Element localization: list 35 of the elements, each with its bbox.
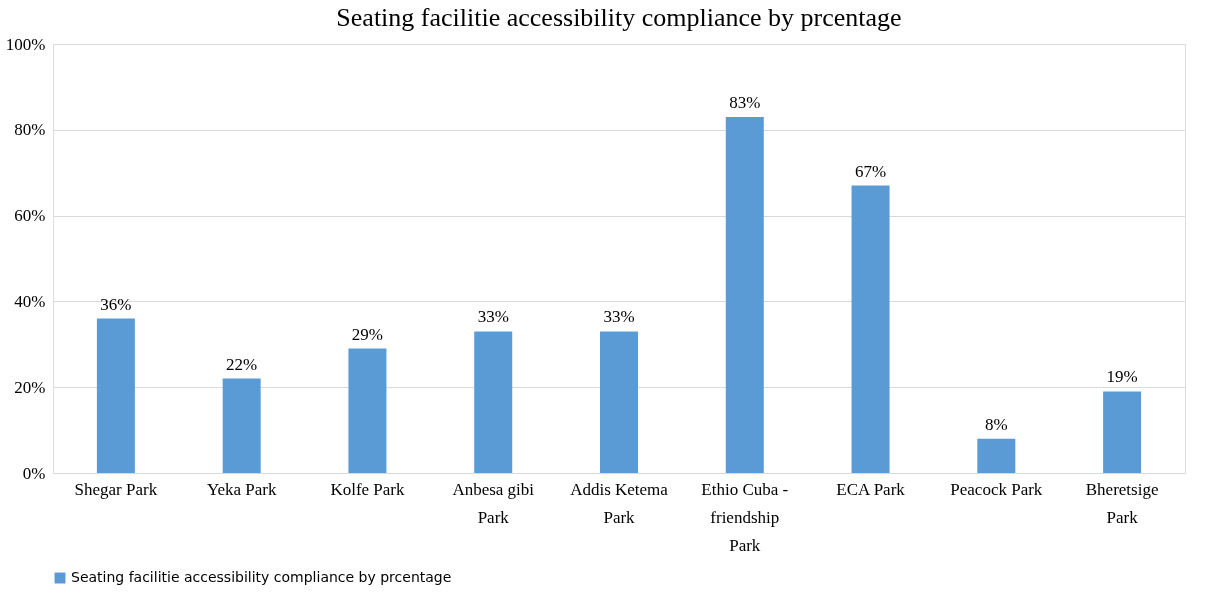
data-label: 33% <box>477 307 509 327</box>
bar <box>725 116 764 473</box>
data-label: 22% <box>226 354 258 374</box>
chart-title: Seating facilitie accessibility compliance by prcentage <box>336 3 902 32</box>
x-tick-label: Addis Ketema Park <box>570 479 669 527</box>
bar <box>1103 391 1142 473</box>
x-tick-label: Anbesa gibi Park <box>452 479 535 527</box>
data-label: 36% <box>100 294 132 314</box>
bar <box>474 331 513 473</box>
x-tick-label: Bheretsige Park <box>1085 479 1159 527</box>
x-tick-label: Yeka Park <box>206 479 277 499</box>
data-label: 33% <box>603 307 635 327</box>
x-tick-label: Kolfe Park <box>330 479 405 499</box>
bar <box>348 348 387 473</box>
bar <box>96 318 135 473</box>
data-label: 29% <box>351 324 384 344</box>
bar <box>222 378 261 473</box>
y-tick-label: 0% <box>22 463 46 483</box>
bar <box>600 331 638 473</box>
data-label: 8% <box>985 414 1008 434</box>
data-label: 19% <box>1106 367 1138 387</box>
x-tick-label: ECA Park <box>836 479 906 499</box>
y-tick-label: 80% <box>14 120 46 140</box>
legend-label: Seating facilitie accessibility compliance by prcentage <box>71 569 452 585</box>
x-tick-label: Ethio Cuba - friendship Park <box>701 479 789 555</box>
y-tick-label: 40% <box>14 291 46 311</box>
x-tick-label: Shegar Park <box>74 479 158 499</box>
bar <box>851 185 890 473</box>
y-tick-label: 20% <box>14 377 46 397</box>
data-label: 67% <box>854 161 887 181</box>
x-tick-label: Peacock Park <box>950 479 1043 499</box>
y-tick-label: 100% <box>5 34 46 54</box>
data-label: 83% <box>729 92 761 112</box>
y-tick-label: 60% <box>14 206 46 226</box>
bar <box>977 438 1016 473</box>
